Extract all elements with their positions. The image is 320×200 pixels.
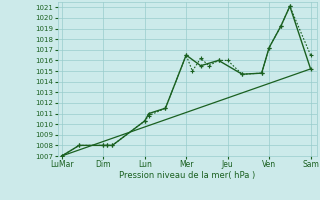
X-axis label: Pression niveau de la mer( hPa ): Pression niveau de la mer( hPa ) <box>119 171 255 180</box>
